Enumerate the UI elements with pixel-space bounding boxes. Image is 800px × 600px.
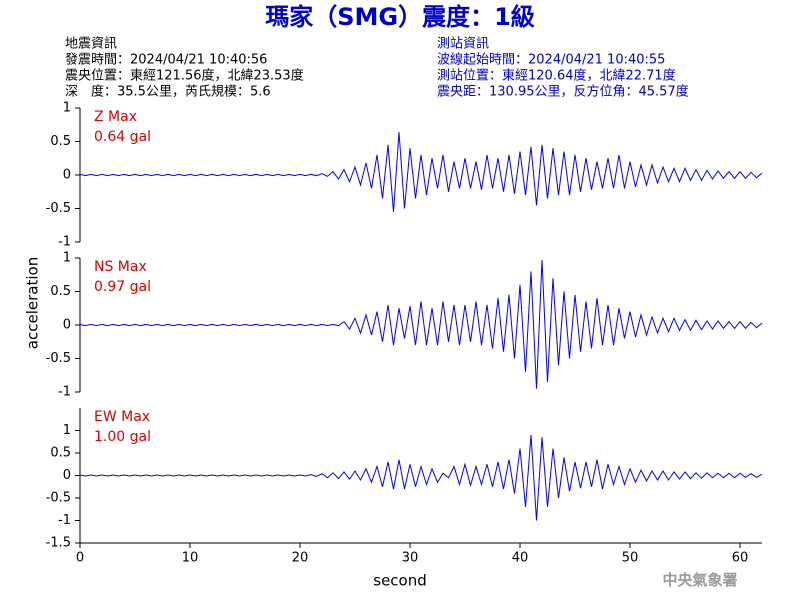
y-tick-label: -1.5 (46, 536, 71, 551)
info-left: 地震資訊 (65, 37, 117, 52)
waveform (79, 434, 763, 521)
x-tick-label: 50 (622, 551, 639, 566)
max-label: 1.00 gal (94, 429, 151, 445)
info-right: 測站資訊 (437, 37, 489, 52)
component-label: EW Max (94, 409, 150, 425)
x-axis-label: second (373, 572, 427, 590)
x-tick-label: 30 (402, 551, 419, 566)
info-right: 震央距：130.95公里，反方位角：45.57度 (437, 84, 689, 100)
x-tick-label: 20 (292, 551, 309, 566)
y-tick-label: -0.5 (46, 201, 71, 216)
info-left: 深 度：35.5公里，芮氏規模：5.6 (65, 84, 271, 100)
y-tick-label: 0 (63, 168, 71, 183)
waveform (79, 132, 763, 212)
y-tick-label: -1 (58, 235, 71, 250)
chart-title: 瑪家（SMG）震度：1級 (265, 3, 535, 31)
y-tick-label: 1 (63, 423, 71, 438)
footer: 中央氣象署 (662, 571, 737, 589)
y-tick-label: -1 (58, 385, 71, 400)
y-tick-label: 1 (63, 101, 71, 116)
y-tick-label: 0.5 (50, 134, 71, 149)
x-tick-label: 0 (76, 551, 84, 566)
y-axis-label: acceleration (24, 257, 42, 349)
x-tick-label: 40 (512, 551, 529, 566)
y-tick-label: 0.5 (50, 284, 71, 299)
info-left: 震央位置：東經121.56度，北緯23.53度 (65, 68, 304, 84)
y-tick-label: -0.5 (46, 491, 71, 506)
waveform (79, 259, 763, 389)
info-right: 測站位置：東經120.64度，北緯22.71度 (437, 68, 676, 84)
y-tick-label: -0.5 (46, 351, 71, 366)
component-label: Z Max (94, 109, 137, 125)
info-left: 發震時間：2024/04/21 10:40:56 (65, 53, 267, 68)
y-tick-label: -1 (58, 513, 71, 528)
y-tick-label: 0 (63, 318, 71, 333)
max-label: 0.64 gal (94, 129, 151, 145)
y-tick-label: 0 (63, 468, 71, 483)
x-tick-label: 10 (182, 551, 199, 566)
y-tick-label: 1 (63, 251, 71, 266)
y-tick-label: 0.5 (50, 446, 71, 461)
max-label: 0.97 gal (94, 279, 151, 295)
component-label: NS Max (94, 259, 147, 275)
info-right: 波線起始時間：2024/04/21 10:40:55 (437, 52, 665, 68)
x-tick-label: 60 (732, 551, 749, 566)
